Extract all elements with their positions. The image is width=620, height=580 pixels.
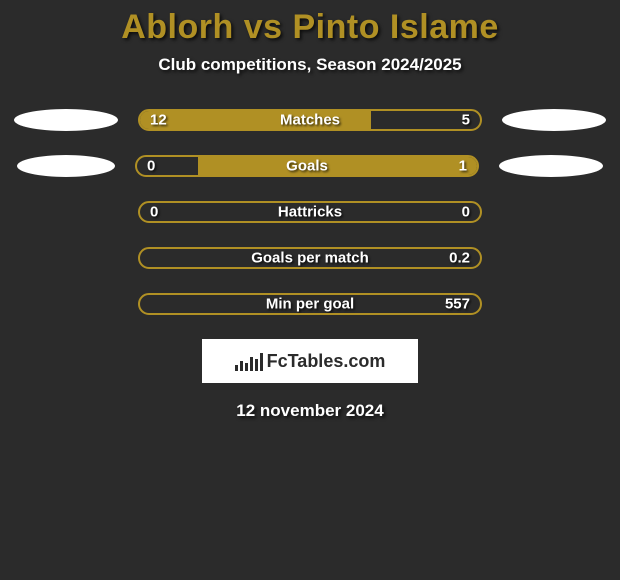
left-ellipse [14,109,118,131]
left-value: 0 [150,204,158,221]
right-value: 0 [462,204,470,221]
subtitle: Club competitions, Season 2024/2025 [0,55,620,75]
right-value: 1 [459,158,467,175]
right-ellipse [502,109,606,131]
bar-label: Goals per match [251,250,369,267]
left-ellipse [17,155,115,177]
right-value: 5 [462,112,470,129]
brand-box[interactable]: FcTables.com [202,339,418,383]
comparison-row: 0.2 Goals per match [0,247,620,269]
right-value: 0.2 [449,250,470,267]
page-title: Ablorh vs Pinto Islame [0,0,620,47]
comparison-row: 12 5 Matches [0,109,620,131]
comparison-rows: 12 5 Matches 0 1 Goals 0 0 Hattricks 0.2 Goals per… [0,109,620,315]
comparison-row: 557 Min per goal [0,293,620,315]
comparison-row: 0 0 Hattricks [0,201,620,223]
comparison-row: 0 1 Goals [0,155,620,177]
date-label: 12 november 2024 [0,401,620,421]
bar-label: Min per goal [266,296,354,313]
stat-bar: 12 5 Matches [138,109,482,131]
brand-text: FcTables.com [267,351,386,372]
left-value: 12 [150,112,167,129]
bar-label: Hattricks [278,204,342,221]
chart-icon [235,351,263,371]
bar-fill-right [198,157,477,175]
stat-bar: 0 1 Goals [135,155,479,177]
right-value: 557 [445,296,470,313]
left-value: 0 [147,158,155,175]
bar-label: Matches [280,112,340,129]
right-ellipse [499,155,603,177]
stat-bar: 0 0 Hattricks [138,201,482,223]
bar-label: Goals [286,158,328,175]
stat-bar: 557 Min per goal [138,293,482,315]
stat-bar: 0.2 Goals per match [138,247,482,269]
